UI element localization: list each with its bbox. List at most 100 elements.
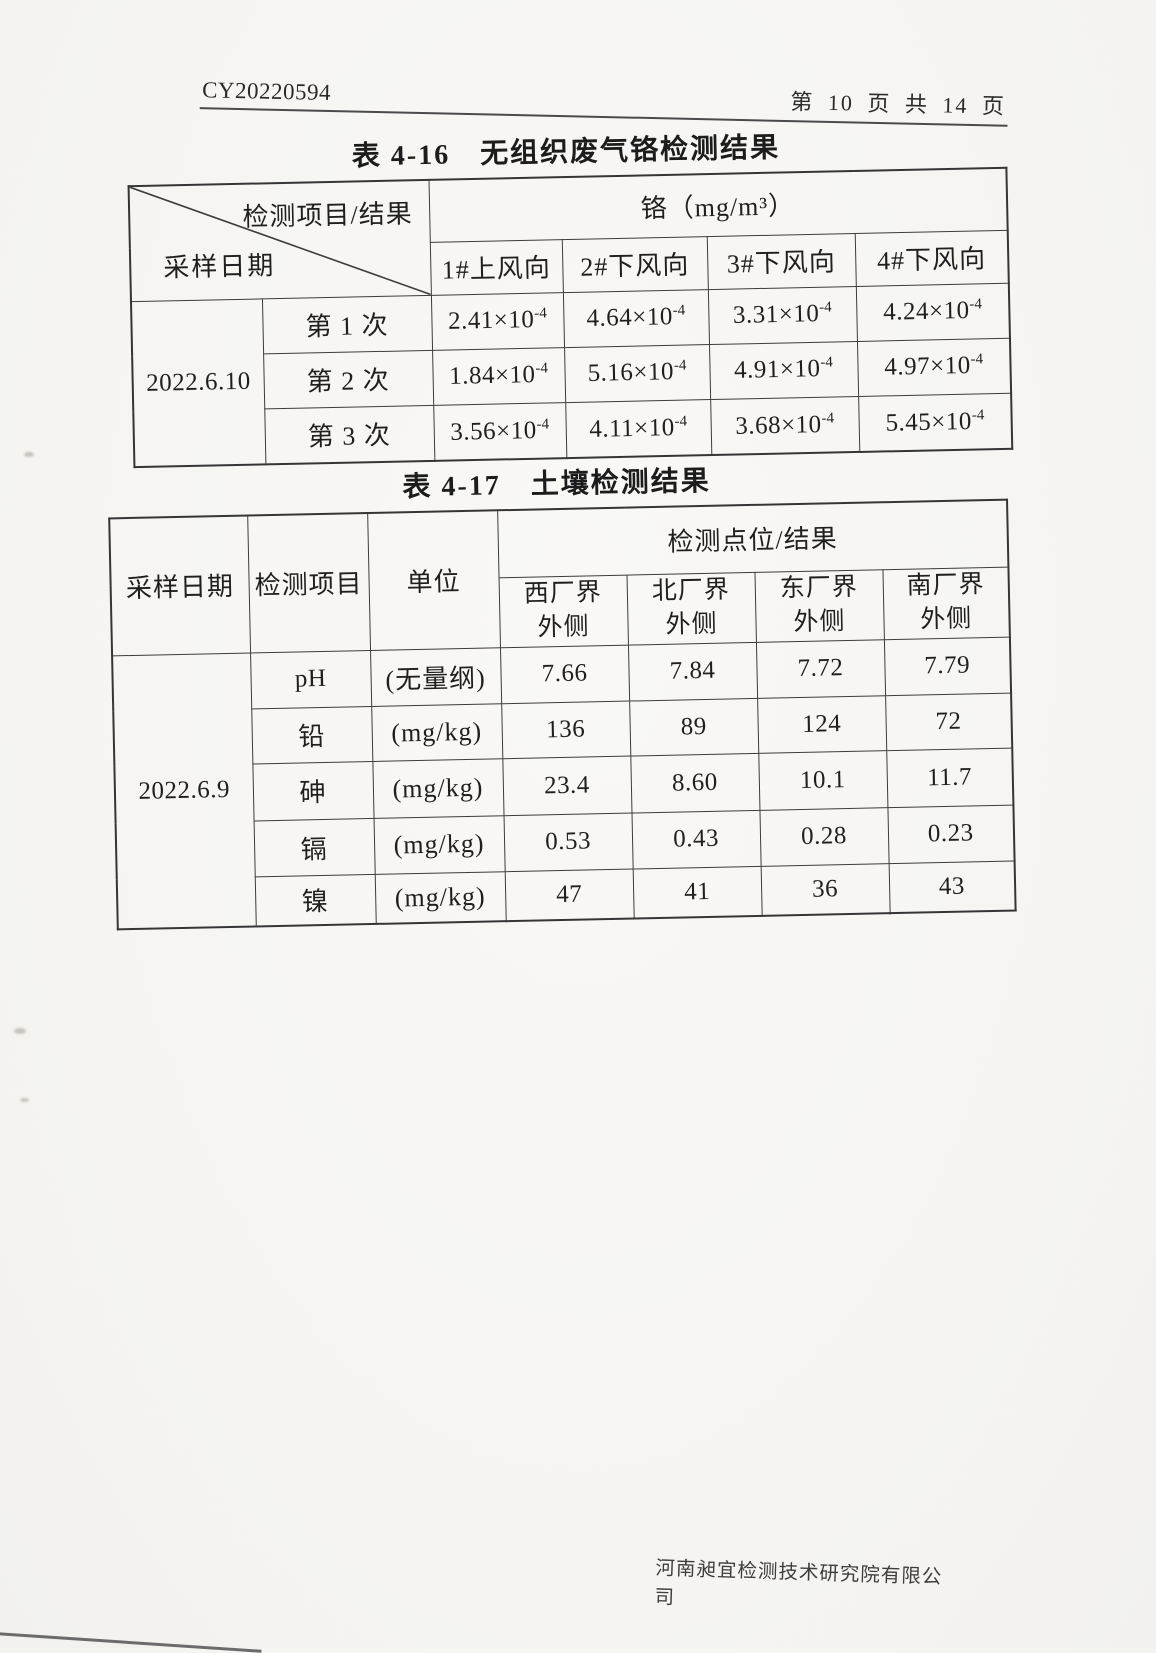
t17-col-header-north: 北厂界 外侧 [626, 571, 756, 645]
t17-value-cell: 43 [888, 860, 1016, 914]
t16-col-header-downwind-3: 3#下风向 [706, 233, 856, 290]
value-mantissa: 3.56×10 [450, 416, 537, 446]
t17-item-cell: 砷 [252, 760, 374, 821]
t17-col-header-south: 南厂界 外侧 [882, 566, 1010, 640]
diagonal-line [129, 186, 431, 296]
t17-value-cell: 7.84 [627, 641, 758, 701]
value-mantissa: 1.84×10 [448, 361, 536, 391]
t16-value-cell: 4.91×10-4 [709, 340, 859, 400]
t17-col-header-east: 东厂界 外侧 [754, 569, 884, 642]
t17-value-cell: 7.79 [883, 636, 1012, 696]
value-exponent: -4 [534, 305, 547, 323]
t17-value-cell: 23.4 [502, 755, 632, 816]
t17-header-sampling-date: 采样日期 [109, 515, 251, 656]
t16-value-cell: 3.31×10-4 [707, 285, 857, 345]
value-mantissa: 5.45×10 [885, 407, 973, 437]
value-mantissa: 3.31×10 [732, 300, 820, 330]
table-4-17-section: 表 4-17 土壤检测结果 采样日期 检测项目 单位 检测点位/结果 西厂界 外… [107, 459, 1017, 931]
t17-item-cell: pH [250, 649, 372, 709]
table-row: 检测项目/结果 采样日期 铬（mg/m³） [128, 167, 1008, 302]
t17-value-cell: 7.66 [499, 644, 630, 704]
t17-item-cell: 铅 [251, 705, 373, 764]
document-header: CY20220594 第 10 页 共 14 页 [199, 71, 1009, 127]
value-mantissa: 4.64×10 [586, 303, 674, 333]
t16-col-header-downwind-4: 4#下风向 [854, 229, 1009, 286]
t16-value-cell: 1.84×10-4 [432, 347, 566, 405]
value-exponent: -4 [971, 406, 985, 424]
value-exponent: -4 [820, 354, 834, 372]
t17-header-item: 检测项目 [247, 513, 371, 653]
t17-value-cell: 41 [632, 865, 762, 919]
scan-artifact [14, 1028, 26, 1034]
t17-value-cell: 0.53 [503, 812, 633, 872]
value-mantissa: 4.97×10 [884, 352, 971, 382]
diagonal-label-sampling-date: 采样日期 [162, 250, 276, 282]
value-exponent: -4 [535, 360, 549, 378]
t16-value-cell: 4.64×10-4 [562, 289, 710, 348]
t16-run-label: 第 3 次 [264, 404, 435, 465]
diagonal-label-item-result: 检测项目/结果 [242, 199, 414, 232]
value-mantissa: 4.24×10 [882, 297, 970, 327]
t16-run-label: 第 2 次 [263, 349, 434, 409]
t17-value-cell: 0.43 [631, 809, 761, 869]
t17-unit-cell: (mg/kg) [373, 815, 505, 874]
t17-value-cell: 72 [885, 692, 1013, 751]
t17-col-header-west: 西厂界 外侧 [498, 574, 628, 648]
t16-sampling-date: 2022.6.10 [130, 298, 266, 468]
value-exponent: -4 [970, 351, 984, 368]
scan-edge [0, 1632, 262, 1653]
value-mantissa: 2.41×10 [447, 306, 535, 336]
t17-unit-cell: (无量纲) [370, 647, 502, 706]
t17-value-cell: 124 [757, 695, 887, 753]
value-mantissa: 4.91×10 [733, 355, 821, 385]
t16-value-cell: 5.45×10-4 [858, 392, 1013, 452]
value-mantissa: 4.11×10 [589, 413, 675, 443]
t17-value-cell: 0.23 [887, 804, 1015, 864]
t16-value-cell: 4.97×10-4 [856, 337, 1012, 396]
t17-value-cell: 10.1 [758, 750, 888, 810]
t17-value-cell: 11.7 [886, 747, 1014, 808]
t16-value-cell: 5.16×10-4 [564, 344, 711, 403]
t17-sampling-date: 2022.6.9 [112, 652, 256, 930]
value-exponent: -4 [969, 296, 983, 313]
t17-value-cell: 47 [504, 868, 634, 922]
t16-value-cell: 3.56×10-4 [433, 402, 567, 461]
value-mantissa: 3.68×10 [735, 410, 822, 440]
t16-value-cell: 3.68×10-4 [710, 395, 860, 456]
report-number: CY20220594 [201, 77, 332, 106]
t17-group-header-points: 检测点位/结果 [497, 499, 1009, 578]
page-number-info: 第 10 页 共 14 页 [790, 89, 1007, 119]
value-exponent: -4 [819, 299, 832, 317]
t17-unit-cell: (mg/kg) [371, 703, 503, 761]
scan-artifact [20, 1098, 29, 1102]
table-4-16-section: 表 4-16 无组织废气铬检测结果 检测项目/结果 采样日期 铬（mg/m³） … [127, 127, 1014, 469]
t17-item-cell: 镉 [253, 817, 375, 877]
t16-value-cell: 4.24×10-4 [855, 282, 1010, 341]
value-exponent: -4 [536, 416, 550, 433]
diagonal-header-cell: 检测项目/结果 采样日期 [128, 179, 431, 302]
t17-value-cell: 136 [501, 700, 631, 759]
t16-value-cell: 4.11×10-4 [565, 399, 712, 459]
t17-value-cell: 36 [760, 863, 890, 916]
value-mantissa: 5.16×10 [587, 358, 675, 388]
table-4-16: 检测项目/结果 采样日期 铬（mg/m³） 1#上风向 2#下风向 3#下风向 … [127, 166, 1014, 469]
t17-item-cell: 镍 [254, 873, 376, 927]
value-exponent: -4 [674, 413, 688, 430]
t16-value-cell: 2.41×10-4 [430, 292, 565, 350]
table-4-17: 采样日期 检测项目 单位 检测点位/结果 西厂界 外侧 北厂界 外侧 东厂界 外… [108, 498, 1017, 931]
t17-unit-cell: (mg/kg) [374, 871, 506, 924]
t17-value-cell: 0.28 [759, 807, 889, 866]
t17-value-cell: 89 [629, 697, 759, 756]
value-exponent: -4 [673, 357, 687, 375]
footer-company-name: 河南昶宜检测技术研究院有限公司 [654, 1558, 943, 1609]
t17-value-cell: 8.60 [630, 752, 760, 813]
t17-unit-cell: (mg/kg) [372, 758, 504, 818]
t17-header-unit: 单位 [367, 510, 500, 650]
t16-col-header-downwind-2: 2#下风向 [561, 236, 708, 293]
t16-run-label: 第 1 次 [261, 294, 433, 354]
t17-value-cell: 7.72 [755, 639, 886, 698]
value-exponent: -4 [672, 302, 686, 320]
value-exponent: -4 [821, 410, 835, 427]
t16-col-header-upwind-1: 1#上风向 [429, 239, 563, 295]
